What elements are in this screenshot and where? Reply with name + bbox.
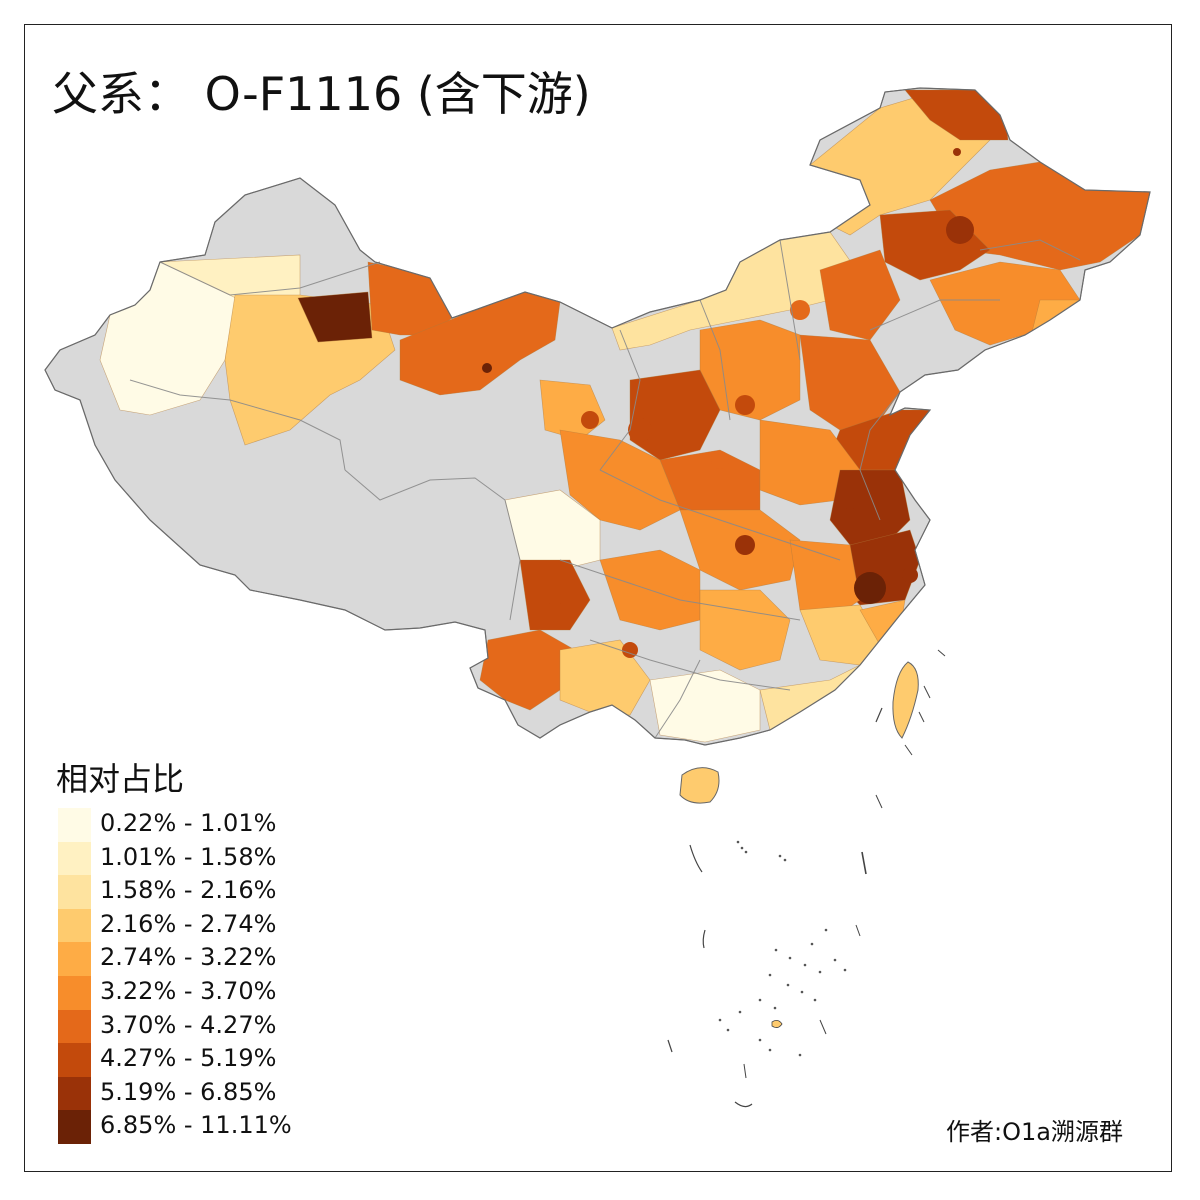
legend-label: 6.85% - 11.11% <box>100 1111 292 1140</box>
islet <box>758 998 762 1002</box>
legend-swatch <box>58 1009 91 1044</box>
county-spot <box>711 451 729 469</box>
islet <box>818 970 822 974</box>
islet <box>810 942 814 946</box>
south-sea-islets <box>718 840 847 1057</box>
islet <box>843 968 847 972</box>
legend-label: 1.01% - 1.58% <box>100 842 277 871</box>
county-spot <box>946 216 974 244</box>
hainan-island <box>679 767 720 804</box>
region-yunnan-north <box>519 559 591 631</box>
county-spot <box>545 602 565 622</box>
islet <box>726 1028 730 1032</box>
legend-swatch <box>58 975 91 1010</box>
author-credit: 作者:O1a溯源群 <box>946 1118 1123 1146</box>
islet <box>798 1053 802 1057</box>
islet <box>813 998 817 1002</box>
islet <box>718 1018 722 1022</box>
legend-swatch <box>58 1043 91 1077</box>
county-spot <box>836 481 864 509</box>
county-spot <box>902 567 918 583</box>
county-spot <box>790 300 810 320</box>
region-hunan <box>699 589 791 671</box>
region-guangxi <box>649 669 761 743</box>
islet <box>738 1010 742 1014</box>
legend-label: 2.16% - 2.74% <box>100 909 277 938</box>
islet <box>788 956 792 960</box>
islet <box>833 958 837 962</box>
legend-swatch <box>58 875 91 909</box>
legend-label: 3.22% - 3.70% <box>100 976 277 1005</box>
county-spot <box>628 418 652 442</box>
province-borders <box>129 239 1081 739</box>
islet <box>778 854 782 858</box>
legend-label: 4.27% - 5.19% <box>100 1044 277 1073</box>
legend-swatch <box>58 841 91 876</box>
county-spot <box>735 395 755 415</box>
legend-swatch <box>58 942 91 976</box>
taiwan-island <box>892 661 919 739</box>
legend-label: 2.74% - 3.22% <box>100 943 277 972</box>
region-yunnan-west <box>479 629 576 711</box>
islet <box>740 846 744 850</box>
region-yunnan-south <box>559 639 651 716</box>
county-spot <box>953 148 961 156</box>
islet <box>744 850 748 854</box>
legend-label: 1.58% - 2.16% <box>100 876 277 905</box>
legend-label: 0.22% - 1.01% <box>100 809 277 837</box>
islet <box>758 1038 762 1042</box>
map-frame <box>24 24 1172 1172</box>
islet <box>824 928 828 932</box>
legend-label: 5.19% - 6.85% <box>100 1077 277 1106</box>
islands <box>667 649 946 1108</box>
county-spot <box>735 535 755 555</box>
islet <box>768 1048 772 1052</box>
region-inner-mongolia-east <box>819 249 901 341</box>
region-shaanxi-north <box>629 369 721 461</box>
islet <box>783 858 787 862</box>
legend-swatch <box>58 1110 91 1144</box>
county-spot <box>482 363 492 373</box>
islet <box>774 948 778 952</box>
legend-label: 3.70% - 4.27% <box>100 1010 277 1039</box>
county-spot <box>581 411 599 429</box>
islet <box>736 840 740 844</box>
county-spot <box>622 642 638 658</box>
islet <box>768 973 772 977</box>
legend-swatch <box>58 808 91 842</box>
legend-swatch <box>58 908 91 943</box>
legend-swatch <box>58 1076 91 1111</box>
data-regions <box>99 89 1150 743</box>
region-xinjiang-dark <box>297 291 373 343</box>
legend-title: 相对占比 <box>56 760 185 798</box>
islet <box>803 963 807 967</box>
county-spot <box>854 572 886 604</box>
islet <box>786 983 790 987</box>
map-title: 父系： O-F1116 (含下游) <box>52 67 591 121</box>
islet <box>800 990 804 994</box>
scarborough-islet <box>771 1020 783 1028</box>
county-spot <box>682 592 698 608</box>
islet <box>773 1006 777 1010</box>
